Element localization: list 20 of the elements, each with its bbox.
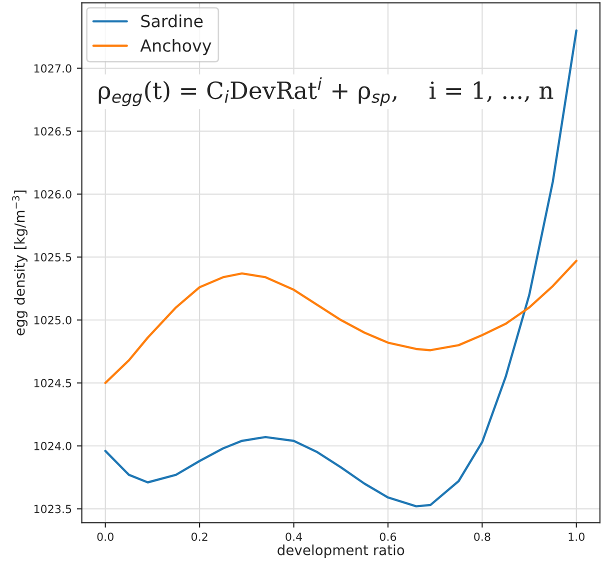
line-series [104,260,578,384]
y-tick-label: 1027.0 [34,64,72,73]
y-tick-label: 1024.0 [34,442,72,450]
y-tick-label: 1025.0 [34,316,72,324]
x-axis-title: development ratio [278,544,404,558]
y-tick-label: 1026.5 [34,127,72,136]
y-tick-label: 1026.0 [34,190,72,199]
x-tick-label: 0.0 [97,532,114,541]
text: ρ$_{egg}$(t) = C$_{i}$DevRat$^{i}$ + ρ$_{sp}$, i = 1, ..., n [98,77,554,106]
x-tick-label: 1.0 [568,532,584,541]
y-tick-label: 1023.5 [34,504,72,514]
x-tick-label: 0.4 [286,532,302,541]
y-tick-label: 1025.5 [34,253,72,262]
y-axis-title: egg density [kg/m$^{−3}$] [12,190,28,336]
x-tick-label: 0.8 [474,532,490,541]
x-tick-label: 0.2 [191,532,208,541]
legend-label: Sardine [141,14,203,28]
x-tick-label: 0.6 [380,532,396,541]
legend-label: Anchovy [140,38,212,56]
y-tick-label: 1024.5 [34,378,72,388]
